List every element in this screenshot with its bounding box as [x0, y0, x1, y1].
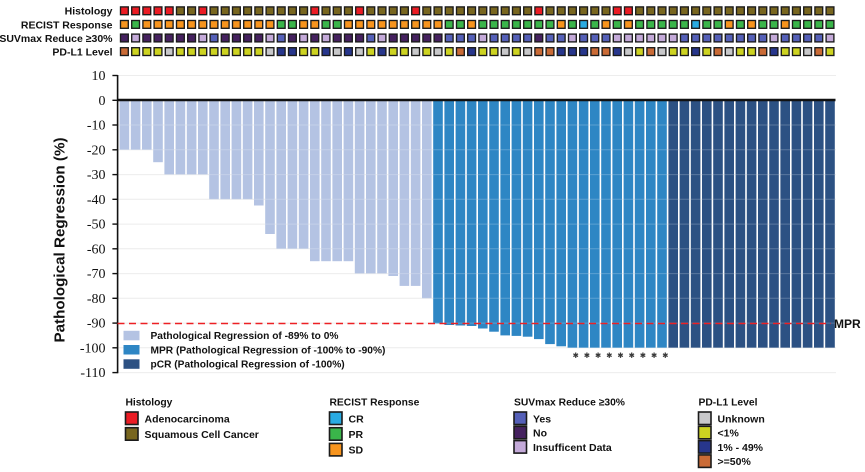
svg-text:-40: -40: [87, 193, 106, 208]
svg-text:Yes: Yes: [533, 413, 551, 425]
svg-text:-30: -30: [87, 168, 106, 183]
svg-text:No: No: [533, 428, 547, 440]
svg-text:-100: -100: [80, 341, 106, 356]
svg-text:Pathological Regression (%): Pathological Regression (%): [52, 137, 69, 342]
svg-text:>=50%: >=50%: [718, 456, 752, 468]
svg-text:-80: -80: [87, 292, 106, 307]
svg-text:MPR (Pathological Regression o: MPR (Pathological Regression of -100% to…: [151, 345, 386, 356]
svg-text:SUVmax Reduce ≥30%: SUVmax Reduce ≥30%: [514, 398, 625, 409]
svg-text:Unknown: Unknown: [718, 413, 765, 425]
svg-text:PD-L1 Level: PD-L1 Level: [699, 398, 758, 409]
svg-text:Pathological Regression of -89: Pathological Regression of -89% to 0%: [151, 331, 339, 342]
svg-text:MPR: MPR: [834, 317, 861, 331]
svg-text:-50: -50: [87, 218, 106, 233]
svg-text:-70: -70: [87, 267, 106, 282]
svg-text:-60: -60: [87, 242, 106, 257]
svg-text:-110: -110: [80, 366, 105, 381]
svg-text:-20: -20: [87, 143, 106, 158]
svg-text:1% - 49%: 1% - 49%: [718, 442, 764, 454]
svg-text:SD: SD: [349, 445, 364, 457]
svg-text:CR: CR: [349, 413, 365, 425]
svg-text:pCR (Pathological Regression o: pCR (Pathological Regression of -100%): [151, 360, 345, 371]
svg-text:Histology: Histology: [65, 6, 113, 18]
svg-text:-90: -90: [87, 317, 106, 332]
svg-text:Histology: Histology: [126, 398, 173, 409]
svg-text:-10: -10: [87, 119, 106, 134]
svg-text:Adenocarcinoma: Adenocarcinoma: [145, 413, 230, 425]
svg-text:Insufficent Data: Insufficent Data: [533, 442, 612, 454]
svg-text:PR: PR: [349, 429, 364, 441]
svg-text:Squamous Cell Cancer: Squamous Cell Cancer: [145, 429, 259, 441]
svg-text:0: 0: [99, 94, 106, 109]
svg-text:RECIST Response: RECIST Response: [330, 398, 420, 409]
svg-text:RECIST Response: RECIST Response: [21, 19, 113, 31]
svg-text:<1%: <1%: [718, 428, 740, 440]
svg-text:PD-L1 Level: PD-L1 Level: [52, 47, 112, 59]
svg-text:SUVmax Reduce ≥30%: SUVmax Reduce ≥30%: [0, 33, 113, 45]
svg-text:10: 10: [92, 69, 106, 84]
